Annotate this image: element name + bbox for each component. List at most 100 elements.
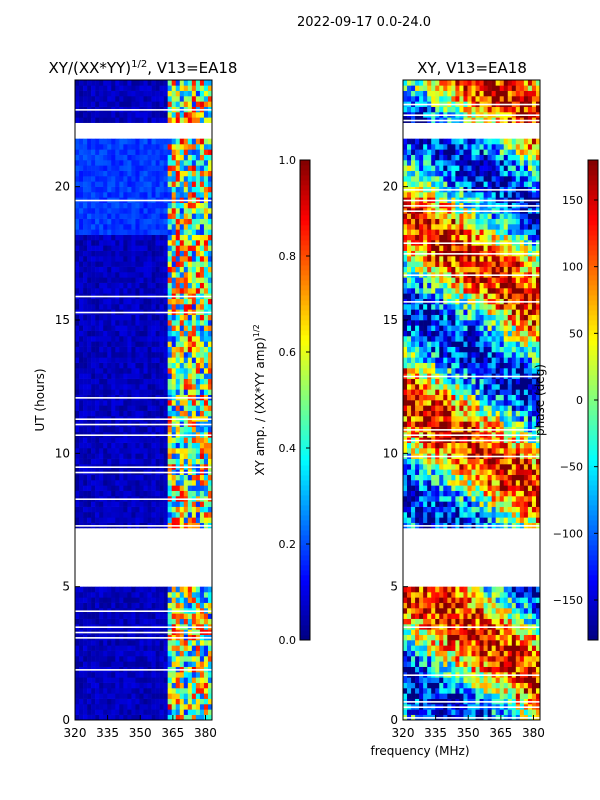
heatmap-cell [83,613,88,619]
heatmap-cell [119,698,124,705]
heatmap-cell [487,645,492,651]
heatmap-cell [83,320,88,326]
heatmap-cell [99,410,104,417]
heatmap-cell [439,634,444,641]
heatmap-cell [471,629,476,635]
heatmap-cell [111,592,116,598]
heatmap-cell [127,304,132,310]
heatmap-cell [451,506,456,513]
heatmap-cell [191,384,197,390]
heatmap-cell [187,410,193,417]
heatmap-cell [199,645,205,651]
heatmap-cell [151,234,156,241]
heatmap-cell [171,448,177,454]
heatmap-cell [151,112,156,118]
heatmap-cell [187,709,193,715]
heatmap-cell [123,650,128,657]
heatmap-cell [151,138,156,145]
flagged-row-gap [75,466,212,468]
heatmap-cell [171,170,177,177]
heatmap-cell [415,512,420,518]
heatmap-cell [419,586,424,593]
heatmap-cell [91,517,96,523]
heatmap-cell [407,656,412,662]
heatmap-cell [199,688,205,694]
heatmap-cell [159,368,164,374]
heatmap-cell [143,640,148,646]
heatmap-cell [91,234,96,241]
heatmap-cell [203,272,209,278]
heatmap-cell [183,341,189,347]
heatmap-cell [115,709,120,715]
heatmap-cell [191,586,197,593]
heatmap-cell [139,277,144,283]
heatmap-cell [143,272,148,278]
heatmap-cell [103,688,108,694]
heatmap-cell [119,378,124,385]
heatmap-cell [143,474,148,481]
heatmap-cell [183,602,189,609]
heatmap-cell [179,96,185,102]
heatmap-cell [131,90,136,97]
heatmap-cell [195,672,201,678]
heatmap-cell [87,384,92,390]
heatmap-cell [487,512,492,518]
heatmap-cell [131,192,136,198]
heatmap-cell [103,490,108,497]
heatmap-cell [491,469,496,475]
heatmap-cell [107,186,112,193]
heatmap-cell [163,170,168,177]
heatmap-cell [191,272,197,278]
heatmap-cell [163,373,168,379]
heatmap-cell [91,512,96,518]
heatmap-cell [171,458,177,465]
heatmap-cell [171,405,177,411]
heatmap-cell [135,176,140,182]
heatmap-cell [183,384,189,390]
heatmap-cell [83,181,88,187]
heatmap-cell [203,661,209,667]
heatmap-cell [447,709,452,715]
heatmap-cell [487,709,492,715]
heatmap-cell [147,282,152,289]
heatmap-cell [143,453,148,459]
heatmap-cell [95,165,100,171]
heatmap-cell [99,256,104,262]
heatmap-cell [119,709,124,715]
heatmap-cell [159,266,164,273]
heatmap-cell [403,618,408,625]
heatmap-cell [159,325,164,331]
colorbar-swatch [300,185,310,191]
heatmap-cell [155,250,160,257]
heatmap-cell [179,186,185,193]
heatmap-cell [155,138,160,145]
heatmap-cell [183,645,189,651]
heatmap-cell [483,592,488,598]
heatmap-cell [143,597,148,603]
heatmap-cell [87,181,92,187]
heatmap-cell [163,357,168,363]
heatmap-cell [159,96,164,102]
heatmap-cell [75,426,80,433]
heatmap-cell [175,442,181,449]
heatmap-cell [187,474,193,481]
heatmap-cell [191,112,197,118]
heatmap-cell [103,266,108,273]
heatmap-cell [99,485,104,491]
heatmap-cell [99,517,104,523]
heatmap-cell [151,618,156,625]
heatmap-cell [471,512,476,518]
heatmap-cell [151,458,156,465]
heatmap-cell [159,90,164,97]
heatmap-cell [427,597,432,603]
phase-heatmap [403,80,541,721]
heatmap-cell [155,234,160,241]
heatmap-cell [523,677,529,683]
heatmap-cell [99,597,104,603]
heatmap-cell [95,704,100,710]
heatmap-cell [139,181,144,187]
heatmap-cell [127,298,132,305]
heatmap-cell [511,640,517,646]
amplitude-title-main: XY/(XX*YY) [49,59,132,77]
